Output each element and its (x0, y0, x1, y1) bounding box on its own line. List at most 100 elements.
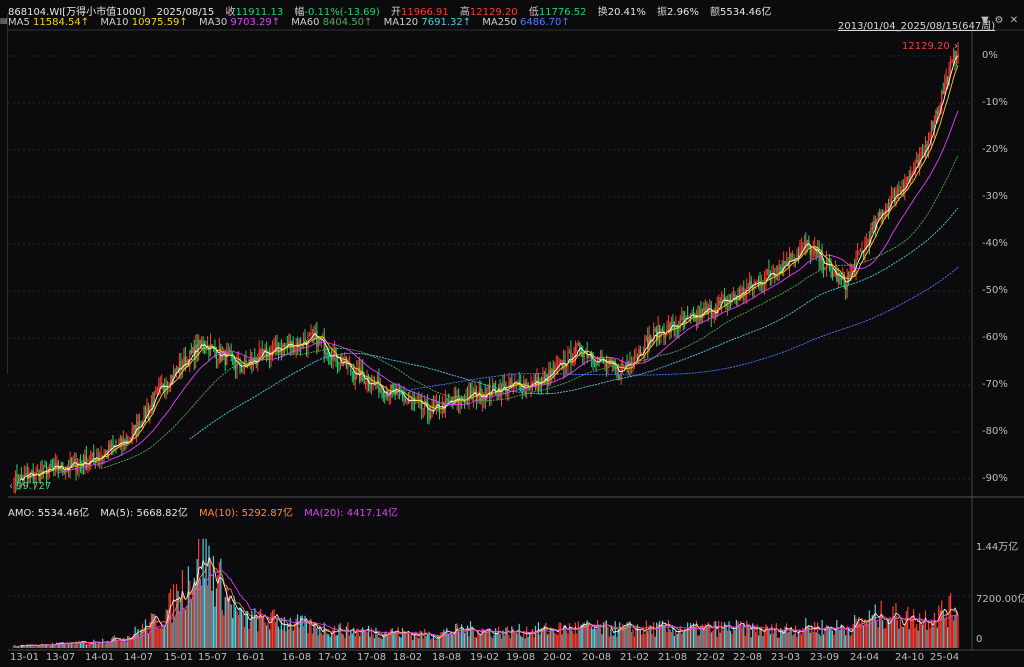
candle-body (20, 475, 22, 478)
volume-bar (481, 628, 483, 648)
volume-bar (731, 634, 733, 648)
volume-bar (709, 625, 711, 648)
volume-bar (230, 604, 232, 648)
candle-body (317, 336, 319, 347)
volume-bar (796, 636, 798, 648)
volume-bar (323, 622, 325, 648)
volume-bar (493, 634, 495, 648)
volume-bar (317, 635, 319, 648)
volume-bar (295, 618, 297, 648)
volume-bar (299, 616, 302, 648)
candle-body (104, 450, 107, 453)
volume-bar (924, 610, 927, 648)
candle-body (661, 329, 664, 333)
date-range[interactable]: 2013/01/04_2025/08/15(647周) (838, 21, 996, 32)
volume-bar (282, 629, 284, 648)
left-panel-icon[interactable]: ▤ (0, 16, 7, 25)
candle-body (412, 398, 414, 401)
volume-bar (692, 623, 695, 648)
volume-bar (487, 629, 489, 648)
candle-body (100, 455, 102, 458)
volume-bar (45, 645, 48, 648)
candle-body (582, 353, 584, 358)
candle-body (28, 473, 30, 477)
volume-bar (112, 636, 114, 648)
candle-body (806, 240, 808, 247)
candle-body (749, 280, 751, 288)
candle-body (913, 168, 915, 174)
candle-body (164, 388, 166, 391)
candle-body (167, 385, 169, 387)
volume-bar (658, 620, 661, 648)
candle-body (938, 108, 940, 114)
volume-bar (236, 610, 238, 648)
volume-bar (828, 627, 831, 648)
candle-body (232, 354, 234, 359)
volume-bar (916, 624, 918, 648)
chevron-down-icon[interactable]: ▼ (981, 15, 989, 26)
volume-bar (729, 630, 732, 648)
candle-body (94, 458, 96, 463)
volume-bar (127, 636, 129, 648)
volume-bar (326, 633, 328, 648)
volume-bar (184, 609, 186, 648)
candle-body (882, 211, 884, 216)
candle-body (549, 370, 551, 376)
volume-bar (169, 588, 172, 648)
candle-body (489, 385, 491, 397)
volume-bar (842, 626, 844, 648)
candle-body (211, 344, 213, 347)
volume-bar (164, 627, 166, 648)
volume-bar (366, 632, 368, 648)
volume-bar (908, 629, 910, 648)
volume-bar (338, 624, 340, 648)
volume-bar (50, 645, 52, 648)
volume-bar (453, 631, 455, 648)
candle-body (692, 312, 695, 316)
volume-bar (243, 626, 246, 648)
volume-bar (104, 643, 107, 648)
volume-bar (28, 644, 30, 648)
pct-tick: -50% (982, 285, 1008, 296)
candle-body (870, 228, 872, 245)
candle-body (372, 380, 374, 386)
volume-bar (57, 643, 59, 648)
close-icon[interactable]: ✕ (1009, 15, 1019, 26)
volume-bar (115, 638, 117, 648)
volume-bar (805, 617, 807, 648)
candle-body (393, 388, 395, 390)
volume-bar (463, 632, 466, 648)
candle-body (853, 265, 856, 273)
settings-icon[interactable]: ⚙ (994, 15, 1004, 26)
volume-bar (199, 579, 201, 648)
candle-body (503, 383, 506, 387)
volume-bar (561, 634, 563, 648)
candle-body (403, 396, 405, 401)
volume-bar (54, 643, 56, 648)
candle-body (571, 362, 574, 364)
volume-bar (271, 610, 274, 648)
candle-body (750, 280, 752, 286)
volume-bar (110, 638, 113, 648)
volume-bar (518, 623, 520, 648)
candle-body (800, 248, 803, 250)
volume-bar (864, 619, 866, 648)
volume-bar (23, 646, 25, 648)
volume-bar (348, 635, 350, 648)
candle-body (653, 329, 655, 339)
volume-bar (688, 628, 690, 648)
candle-body (493, 383, 495, 387)
candle-body (614, 366, 616, 370)
left-panel[interactable]: ▤ (0, 14, 8, 374)
volume-bar (527, 636, 529, 648)
candle-body (424, 402, 426, 409)
candle-body (322, 338, 324, 340)
candle-body (759, 280, 761, 287)
volume-bar (760, 627, 763, 648)
candle-body (827, 260, 829, 261)
candle-body (177, 367, 179, 374)
pct-tick: -10% (982, 97, 1008, 108)
volume-bar (806, 625, 808, 648)
date-tick: 14-01 (85, 652, 115, 663)
